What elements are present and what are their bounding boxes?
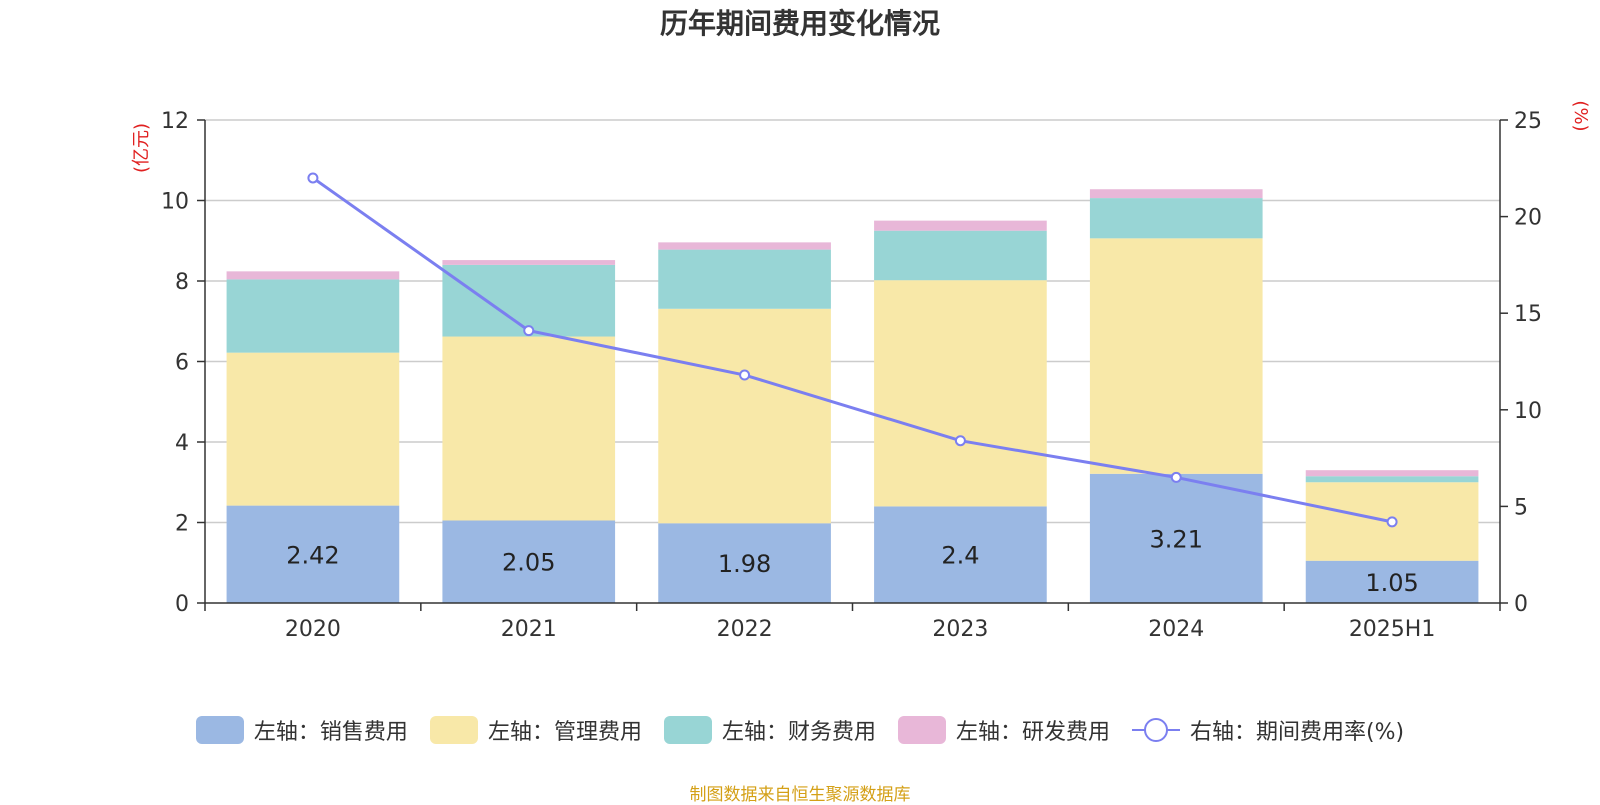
legend-label: 左轴：财务费用 — [721, 720, 876, 745]
bar-value-label: 1.98 — [718, 550, 771, 578]
bar-value-label: 2.42 — [286, 541, 339, 569]
left-tick-label: 6 — [175, 351, 189, 376]
bar-segment-3 — [1305, 476, 1479, 483]
bar-value-label: 2.05 — [502, 549, 555, 577]
bar-segment-4 — [226, 271, 400, 280]
bar-value-label: 2.4 — [941, 542, 979, 570]
bar-segment-4 — [1305, 470, 1479, 477]
legend-item-3[interactable]: 左轴：财务费用 — [663, 714, 876, 746]
x-tick-label: 2023 — [932, 617, 988, 642]
bar-segment-4 — [874, 220, 1047, 231]
left-tick-label: 0 — [175, 592, 189, 617]
expense-rate-point — [1386, 516, 1398, 528]
legend-item-4[interactable]: 左轴：研发费用 — [897, 714, 1110, 746]
bar-segment-2 — [874, 280, 1047, 507]
expense-rate-point — [523, 325, 535, 337]
left-tick-label: 12 — [161, 109, 189, 134]
legend-item-5[interactable]: 右轴：期间费用率(%) — [1131, 714, 1405, 746]
bar-segment-3 — [442, 264, 616, 337]
legend-swatch — [195, 716, 244, 744]
right-tick-label: 0 — [1514, 592, 1528, 617]
line-series — [307, 172, 1398, 528]
x-tick-label: 2024 — [1148, 617, 1204, 642]
expense-rate-point — [307, 172, 319, 184]
legend-swatch — [897, 716, 946, 744]
right-tick-label: 15 — [1514, 302, 1542, 327]
bar-segment-4 — [442, 260, 616, 265]
chart-title: 历年期间费用变化情况 — [659, 7, 940, 40]
left-tick-label: 2 — [175, 512, 189, 537]
x-tick-label: 2025H1 — [1349, 617, 1436, 642]
bar-segment-2 — [658, 308, 831, 524]
legend-item-2[interactable]: 左轴：管理费用 — [429, 714, 642, 746]
legend-swatch — [1131, 716, 1180, 744]
expense-rate-line — [312, 176, 1393, 524]
legend-item-1[interactable]: 左轴：销售费用 — [195, 714, 408, 746]
bar-value-label: 1.05 — [1365, 569, 1418, 597]
bar-segment-2 — [226, 352, 400, 506]
bar-segment-3 — [874, 230, 1047, 281]
expense-chart: 0 2 4 6 8 10 12 0 5 10 15 20 25 2020 2021 2022 2023 2024 2… — [131, 100, 1591, 642]
legend-label: 左轴：销售费用 — [253, 720, 408, 745]
bar-segment-1 — [1089, 473, 1263, 603]
left-tick-label: 10 — [161, 190, 189, 215]
right-tick-label: 5 — [1514, 495, 1528, 520]
bar-segment-1 — [1305, 560, 1479, 603]
bar-segment-4 — [1089, 189, 1263, 199]
x-tick-label: 2022 — [717, 617, 773, 642]
bar-segment-3 — [1089, 198, 1263, 239]
bar-segment-1 — [874, 506, 1047, 603]
legend: 左轴：销售费用 左轴：管理费用 左轴：财务费用 左轴：研发费用 右轴：期间费用率(%) — [0, 714, 1600, 746]
expense-rate-point — [954, 435, 966, 447]
bar-segment-2 — [442, 336, 616, 521]
legend-swatch — [663, 716, 712, 744]
data-labels: 2.42 2.05 1.98 2.4 3.21 1.05 — [286, 525, 1419, 596]
x-tick-label: 2021 — [501, 617, 557, 642]
bar-segment-1 — [658, 523, 831, 603]
expense-rate-point — [1170, 471, 1182, 483]
bar-value-label: 3.21 — [1150, 525, 1203, 553]
left-axis-unit-label: (亿元) — [131, 123, 152, 173]
bar-segment-4 — [658, 242, 831, 250]
left-tick-label: 4 — [175, 431, 189, 456]
legend-label: 左轴：管理费用 — [487, 720, 642, 745]
bar-segment-1 — [442, 520, 616, 603]
right-tick-label: 20 — [1514, 206, 1542, 231]
left-tick-label: 8 — [175, 270, 189, 295]
legend-swatch — [429, 716, 478, 744]
bar-segment-2 — [1089, 238, 1263, 474]
source-note: 制图数据来自恒生聚源数据库 — [689, 785, 911, 805]
legend-label: 左轴：研发费用 — [955, 720, 1110, 745]
right-tick-label: 25 — [1514, 109, 1542, 134]
bar-segment-1 — [226, 505, 400, 603]
grid-lines — [205, 119, 1500, 524]
bar-segment-3 — [226, 279, 400, 353]
axes: 0 2 4 6 8 10 12 0 5 10 15 20 25 2020 2021 2022 2023 2024 2… — [131, 100, 1591, 642]
x-tick-label: 2020 — [285, 617, 341, 642]
expense-rate-point — [739, 369, 751, 381]
bar-segment-3 — [658, 249, 831, 309]
right-axis-unit-label: (%) — [1570, 100, 1591, 131]
legend-label: 右轴：期间费用率(%) — [1189, 720, 1405, 745]
right-tick-label: 10 — [1514, 399, 1542, 424]
